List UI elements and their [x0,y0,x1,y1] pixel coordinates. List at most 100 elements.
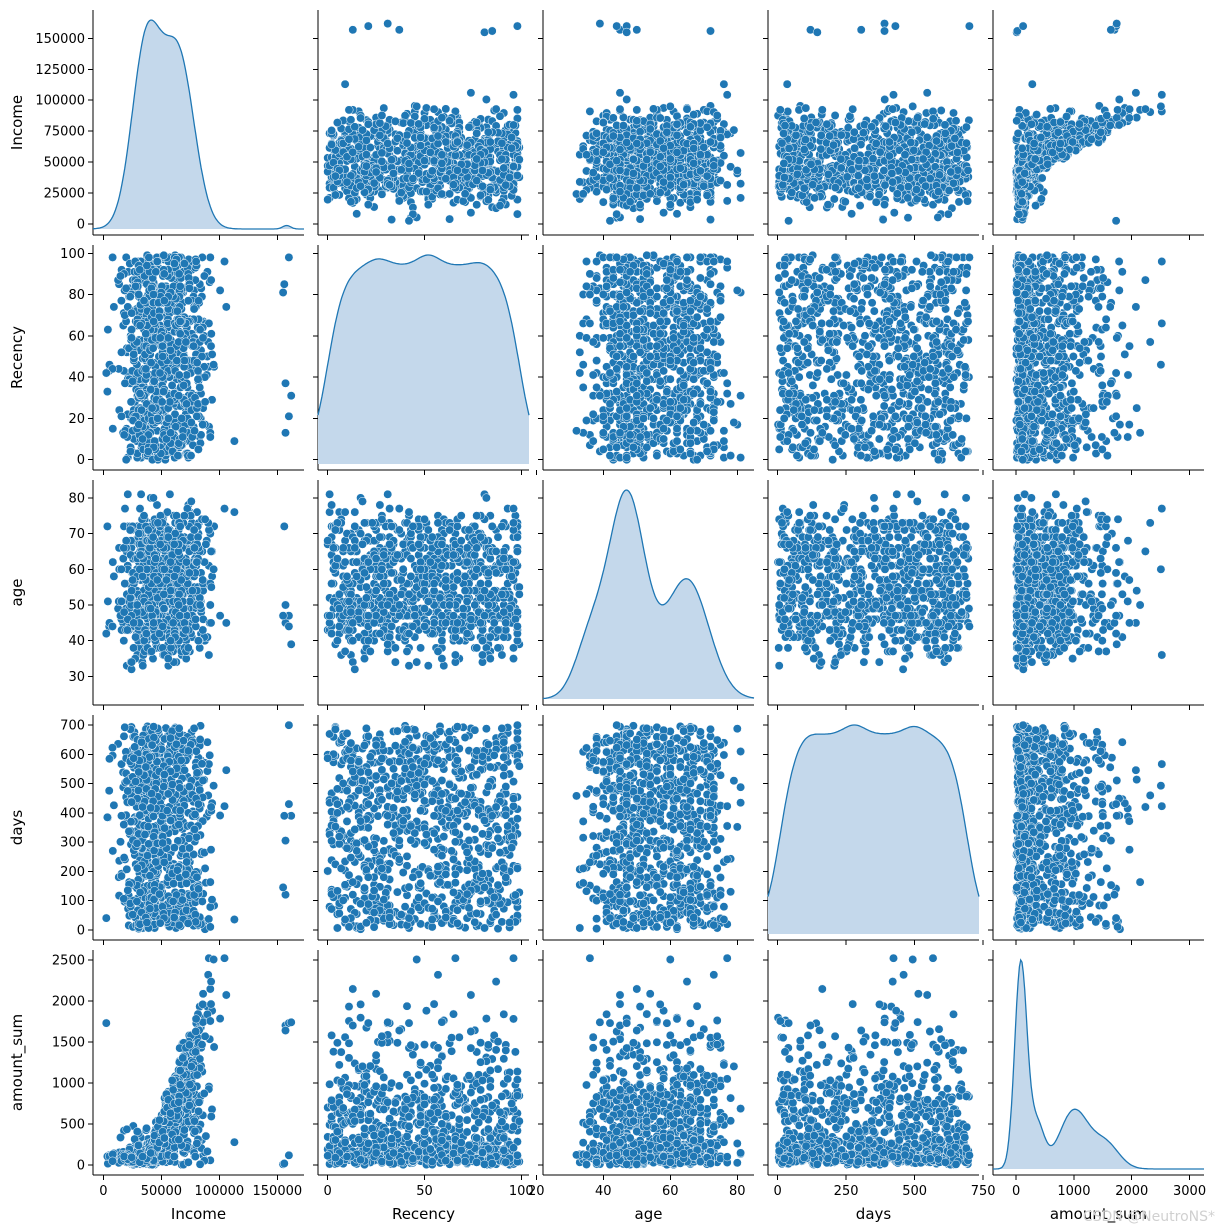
scatter-point [1030,154,1040,164]
scatter-point [135,389,145,399]
scatter-point [889,90,898,100]
scatter-point [194,296,203,306]
scatter-point [1125,104,1134,114]
scatter-point [912,185,921,195]
scatter-point [137,405,147,415]
scatter-point [414,119,424,129]
scatter-point [429,156,439,166]
scatter-point [1017,177,1027,187]
scatter-point [817,105,827,115]
scatter-point [387,155,397,165]
scatter-point [732,285,742,295]
scatter-point [190,426,199,436]
scatter-point [390,116,400,126]
scatter-point [709,161,719,171]
scatter-point [799,183,809,193]
scatter-point [635,200,645,210]
scatter-point [672,209,682,219]
scatter-point [682,104,692,114]
kde-fill-Income [93,20,304,229]
scatter-point [823,169,833,179]
scatter-point [159,250,169,260]
scatter-point [1105,120,1115,130]
scatter-point [890,21,900,31]
scatter-point [836,130,846,140]
scatter-point [383,19,393,29]
scatter-point [206,275,216,285]
panel-Income-vs-Recency [313,10,529,240]
scatter-point [412,101,422,111]
scatter-point [892,189,902,199]
scatter-point [117,347,126,357]
scatter-point [918,154,928,164]
scatter-point [175,329,185,339]
scatter-point [116,271,125,281]
scatter-point [421,103,431,113]
scatter-point [848,104,858,114]
scatter-point [632,116,642,126]
scatter-point [206,341,216,351]
scatter-point [719,79,729,89]
scatter-point [182,399,191,409]
scatter-point [1018,21,1028,31]
scatter-point [377,148,387,158]
scatter-point [889,208,899,218]
scatter-point [416,132,426,142]
scatter-point [875,147,885,157]
scatter-point [787,188,797,198]
scatter-point [195,325,205,335]
scatter-point [177,413,187,423]
scatter-point [856,25,866,35]
scatter-point [200,397,210,407]
scatter-point [139,296,149,306]
scatter-point [655,188,665,198]
scatter-point [215,285,225,295]
scatter-point [206,329,216,339]
scatter-point [279,279,289,289]
scatter-point [406,118,416,128]
scatter-point [1157,90,1167,100]
scatter-point [379,103,389,113]
scatter-point [655,152,665,162]
scatter-point [575,368,585,378]
scatter-point [812,27,822,37]
scatter-point [685,449,695,458]
scatter-point [205,252,215,262]
scatter-point [702,190,712,200]
scatter-point [327,140,337,149]
scatter-point [575,177,585,187]
scatter-point [485,137,495,147]
scatter-point [675,163,685,173]
scatter-point [775,105,785,115]
scatter-point [816,130,826,140]
scatter-point [575,347,585,357]
scatter-point [592,128,602,138]
scatter-points [323,19,524,226]
scatter-point [706,26,715,36]
scatter-point [628,168,638,178]
scatter-point [361,135,371,145]
scatter-point [888,177,898,187]
scatter-point [429,104,439,114]
scatter-point [175,316,185,326]
scatter-point [1140,104,1150,114]
scatter-point [1053,127,1063,137]
scatter-point [512,105,522,115]
scatter-point [665,101,675,111]
scatter-point [178,432,188,442]
scatter-point [808,180,818,190]
scatter-point [1027,79,1037,89]
scatter-point [332,118,342,128]
scatter-point [472,128,482,138]
scatter-point [582,150,591,160]
scatter-point [806,159,816,169]
scatter-point [605,216,615,226]
scatter-point [1124,113,1134,123]
scatter-point [791,130,801,140]
scatter-point [961,122,971,132]
scatter-point [871,197,881,207]
scatter-point [480,27,489,37]
scatter-point [281,428,290,438]
scatter-point [1055,139,1065,148]
scatter-point [825,131,835,141]
